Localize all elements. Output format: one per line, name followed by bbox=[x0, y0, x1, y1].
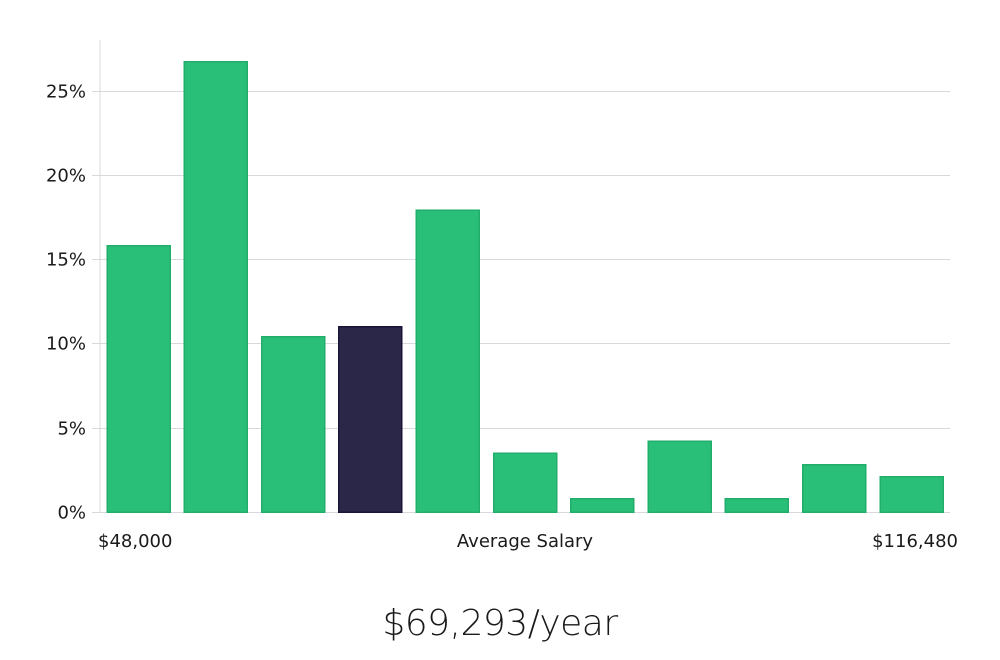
histogram-bar[interactable] bbox=[492, 452, 558, 513]
x-min-label: $48,000 bbox=[98, 531, 172, 552]
y-tick-label: 0% bbox=[57, 503, 86, 524]
histogram-bar[interactable] bbox=[415, 209, 480, 513]
y-tick-label: 5% bbox=[57, 419, 86, 440]
y-tick-label: 15% bbox=[46, 250, 86, 271]
salary-histogram-chart: 0% 5% 10% 15% 20% 25% $48,000 Average Salary … bbox=[46, 40, 958, 552]
x-axis-labels: $48,000 Average Salary $116,480 bbox=[98, 531, 958, 552]
histogram-bar-highlighted[interactable] bbox=[338, 325, 403, 513]
x-axis-title: Average Salary bbox=[457, 531, 594, 552]
histogram-bar[interactable] bbox=[260, 335, 326, 513]
x-max-label: $116,480 bbox=[872, 531, 958, 552]
histogram-bar[interactable] bbox=[801, 464, 867, 513]
average-salary-value: $69,293/year bbox=[382, 603, 618, 644]
y-tick-label: 20% bbox=[46, 166, 86, 187]
histogram-bar[interactable] bbox=[183, 61, 249, 513]
histogram-bar[interactable] bbox=[879, 475, 944, 513]
y-tick-label: 25% bbox=[46, 82, 86, 103]
histogram-bar[interactable] bbox=[647, 440, 712, 513]
y-tick-label: 10% bbox=[46, 334, 86, 355]
histogram-bar[interactable] bbox=[724, 497, 790, 513]
histogram-bar[interactable] bbox=[570, 497, 635, 513]
histogram-bar[interactable] bbox=[106, 244, 171, 513]
bars-layer bbox=[106, 61, 944, 513]
y-axis-ticks: 0% 5% 10% 15% 20% 25% bbox=[46, 82, 86, 524]
